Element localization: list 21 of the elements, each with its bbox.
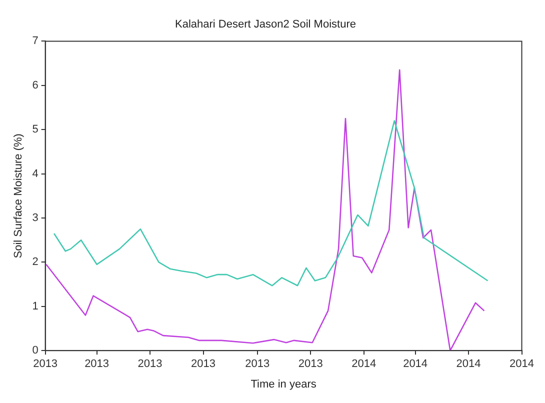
x-tick-label: 2013: [245, 358, 270, 370]
x-tick-label: 2013: [84, 358, 110, 370]
x-tick-label: 2013: [191, 358, 216, 370]
y-tick-label: 1: [32, 300, 38, 312]
x-tick-label: 2014: [352, 358, 376, 370]
y-tick-label: 2: [32, 256, 38, 268]
x-tick-label: 2014: [403, 358, 428, 370]
x-tick-label: 2013: [33, 358, 58, 370]
y-tick-label: 0: [32, 344, 38, 357]
y-tick-label: 4: [32, 168, 38, 180]
x-tick-label: 2013: [138, 358, 162, 370]
x-tick-label: 2013: [298, 358, 323, 370]
x-tick-label: 2014: [510, 358, 534, 370]
y-tick-label: 5: [32, 124, 38, 136]
y-tick-label: 7: [32, 35, 38, 48]
x-axis-title: Time in years: [250, 378, 317, 390]
y-tick-label: 3: [32, 212, 38, 224]
y-axis-title: Soil Surface Moisture (%): [12, 134, 25, 258]
y-tick-label: 6: [32, 79, 38, 92]
x-tick-label: 2014: [456, 358, 481, 370]
chart-title: Kalahari Desert Jason2 Soil Moisture: [175, 18, 356, 31]
